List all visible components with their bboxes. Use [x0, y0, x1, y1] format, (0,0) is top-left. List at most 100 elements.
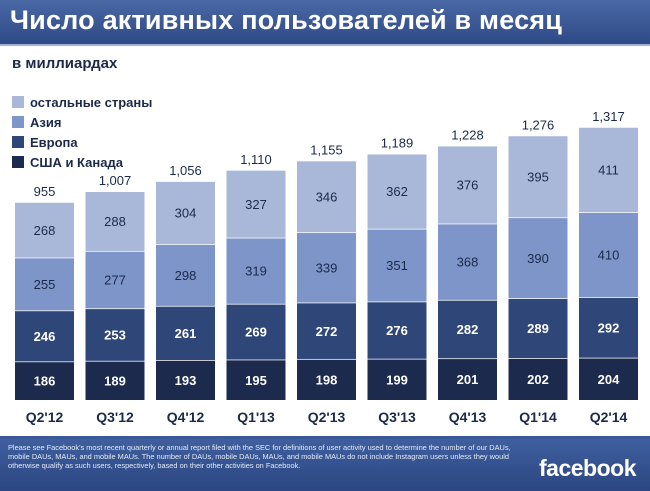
data-label-europe-5: 276: [386, 323, 408, 338]
bar-segment-other-7: [508, 136, 568, 218]
data-label-europe-8: 292: [598, 320, 620, 335]
bar-segment-other-0: [15, 202, 74, 258]
total-label-1: 1,007: [99, 173, 132, 188]
total-label-2: 1,056: [169, 163, 202, 178]
bar-segment-other-2: [156, 181, 215, 245]
bar-segment-other-6: [438, 146, 497, 224]
data-label-other-6: 376: [457, 178, 479, 193]
data-label-asia-6: 368: [457, 255, 479, 270]
data-label-europe-7: 289: [527, 321, 549, 336]
facebook-logo: facebook: [539, 455, 636, 481]
data-label-europe-6: 282: [457, 322, 479, 337]
legend-swatch-us-canada: [12, 156, 24, 168]
x-tick-label-5: Q3'13: [378, 409, 416, 425]
bar-segment-us_canada-7: [508, 358, 568, 400]
total-label-6: 1,228: [451, 128, 484, 143]
data-label-us_canada-5: 199: [386, 372, 408, 387]
bar-segment-europe-2: [156, 306, 215, 360]
bar-segment-europe-1: [85, 309, 145, 361]
data-label-other-5: 362: [386, 184, 408, 199]
bar-segment-asia-5: [367, 229, 427, 302]
bar-segment-other-3: [226, 170, 286, 238]
legend-label-us-canada: США и Канада: [30, 154, 123, 170]
data-label-us_canada-6: 201: [457, 372, 479, 387]
x-tick-label-8: Q2'14: [590, 409, 628, 425]
bar-segment-europe-7: [508, 298, 568, 359]
data-label-other-3: 327: [245, 197, 267, 212]
data-label-europe-2: 261: [175, 326, 197, 341]
data-label-asia-5: 351: [386, 258, 408, 273]
data-label-other-7: 395: [527, 169, 549, 184]
data-label-us_canada-1: 189: [104, 373, 126, 388]
bar-segment-other-4: [297, 161, 356, 233]
data-label-other-4: 346: [316, 189, 338, 204]
bar-segment-asia-3: [226, 238, 286, 304]
bar-segment-asia-4: [297, 233, 356, 303]
bar-segment-us_canada-1: [85, 361, 145, 400]
disclaimer-text: Please see Facebook's most recent quarte…: [8, 443, 511, 470]
total-label-4: 1,155: [310, 143, 343, 158]
total-label-5: 1,189: [381, 136, 414, 151]
chart-legend: остальные страны Азия Европа США и Канад…: [12, 92, 152, 172]
x-tick-label-3: Q1'13: [237, 409, 275, 425]
bar-segment-europe-4: [297, 303, 356, 359]
data-label-asia-8: 410: [598, 248, 620, 263]
legend-item-us-canada: США и Канада: [12, 152, 152, 172]
legend-item-asia: Азия: [12, 112, 152, 132]
x-tick-label-1: Q3'12: [96, 409, 134, 425]
legend-swatch-europe: [12, 136, 24, 148]
bar-segment-us_canada-5: [367, 359, 427, 400]
bar-segment-europe-5: [367, 302, 427, 359]
bar-segment-europe-3: [226, 304, 286, 360]
x-tick-label-4: Q2'13: [308, 409, 346, 425]
data-label-asia-0: 255: [34, 277, 56, 292]
chart-subtitle: в миллиардах: [12, 55, 118, 72]
legend-label-europe: Европа: [30, 134, 78, 150]
bar-segment-us_canada-2: [156, 360, 215, 400]
legend-item-europe: Европа: [12, 132, 152, 152]
data-label-us_canada-2: 193: [175, 373, 197, 388]
x-tick-label-7: Q1'14: [519, 409, 557, 425]
legend-swatch-asia: [12, 116, 24, 128]
data-label-us_canada-4: 198: [316, 372, 338, 387]
data-label-asia-7: 390: [527, 251, 549, 266]
data-label-europe-4: 272: [316, 324, 338, 339]
header-divider: [0, 44, 650, 46]
total-label-8: 1,317: [592, 109, 625, 124]
data-label-asia-3: 319: [245, 264, 267, 279]
footer-bar: Please see Facebook's most recent quarte…: [0, 439, 650, 491]
x-tick-label-6: Q4'13: [449, 409, 487, 425]
bar-segment-asia-6: [438, 224, 497, 300]
bar-segment-us_canada-4: [297, 359, 356, 400]
legend-label-other: остальные страны: [30, 94, 153, 110]
data-label-europe-1: 253: [104, 328, 126, 343]
data-label-us_canada-7: 202: [527, 372, 549, 387]
stacked-bar-chart: 186 246 255 268 955 Q2'12 189 253 277 288 1,007 Q3'…: [15, 109, 638, 425]
data-label-other-8: 411: [598, 163, 619, 178]
data-label-other-1: 288: [104, 214, 126, 229]
bar-segment-other-8: [579, 127, 638, 213]
legend-item-other: остальные страны: [12, 92, 152, 112]
bar-segment-us_canada-3: [226, 360, 286, 400]
data-label-other-0: 268: [34, 223, 56, 238]
bar-segment-asia-0: [15, 258, 74, 311]
header-bar: Число активных пользователей в месяц: [0, 0, 650, 44]
bar-segment-other-1: [85, 191, 145, 251]
bar-segment-asia-2: [156, 244, 215, 306]
data-label-us_canada-0: 186: [34, 374, 56, 389]
bar-segment-other-5: [367, 154, 427, 229]
footer-divider: [0, 436, 650, 439]
total-label-7: 1,276: [522, 117, 555, 132]
bar-segment-us_canada-8: [579, 358, 638, 400]
bar-segment-europe-0: [15, 311, 74, 362]
total-label-0: 955: [34, 184, 56, 199]
data-label-europe-3: 269: [245, 325, 267, 340]
data-label-asia-2: 298: [175, 268, 197, 283]
page-title: Число активных пользователей в месяц: [10, 5, 563, 35]
data-label-us_canada-8: 204: [598, 372, 620, 387]
x-tick-label-0: Q2'12: [26, 409, 64, 425]
legend-swatch-other: [12, 96, 24, 108]
x-tick-label-2: Q4'12: [167, 409, 205, 425]
bar-segment-europe-8: [579, 297, 638, 358]
data-label-europe-0: 246: [34, 329, 56, 344]
